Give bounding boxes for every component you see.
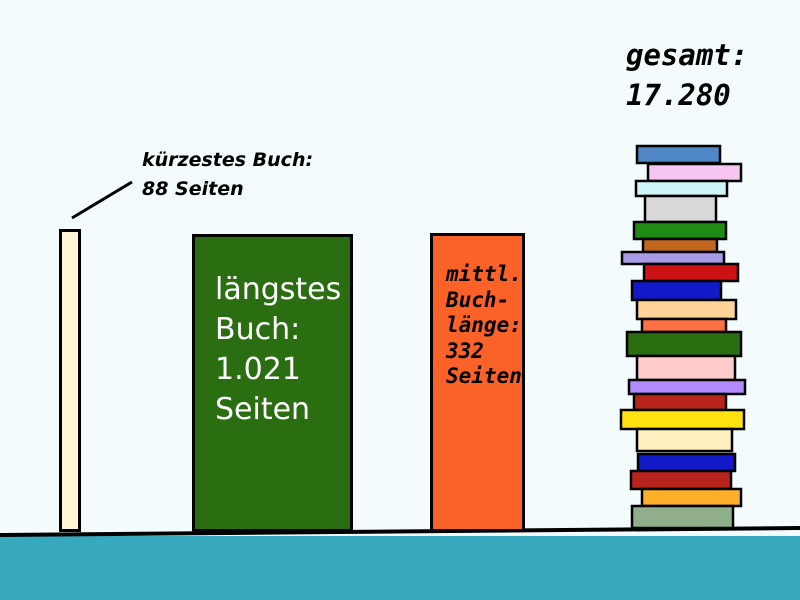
stacked-book (632, 220, 728, 241)
longest-book-label-line2: Buch: (215, 312, 301, 347)
total-pages-label-line2: 17.280 (626, 78, 731, 112)
stacked-book (635, 354, 737, 382)
shortest-book (59, 229, 81, 532)
stacked-book (630, 279, 723, 302)
stacked-book (630, 504, 735, 530)
total-pages-label: gesamt: 17.280 (626, 35, 748, 115)
average-book (430, 233, 525, 532)
longest-book-label: längstes Buch: 1.021 Seiten (215, 270, 341, 430)
stacked-book (640, 487, 743, 508)
stacked-book (619, 408, 746, 431)
shortest-book-label-line1: kürzestes Buch: (142, 149, 314, 171)
longest-book (192, 234, 353, 532)
average-book-label-line2: Buch- (446, 287, 510, 312)
average-book-label-line1: mittl. (446, 262, 522, 286)
stacked-book (635, 144, 722, 165)
stacked-book (641, 237, 719, 254)
stacked-book (635, 427, 734, 453)
stacked-book (620, 250, 726, 266)
stacked-book (643, 194, 718, 224)
stacked-book (640, 317, 728, 334)
stacked-book (646, 162, 743, 183)
longest-book-label-line1: längstes (215, 272, 342, 307)
stacked-book (634, 179, 729, 198)
stacked-book (625, 330, 743, 358)
total-pages-label-line1: gesamt: (626, 38, 749, 72)
shortest-book-pointer-line (71, 180, 133, 220)
stacked-book (629, 469, 733, 491)
stacked-book (632, 392, 728, 412)
stacked-book (635, 298, 738, 321)
stacked-book (627, 378, 747, 396)
longest-book-label-line3: 1.021 (215, 352, 301, 387)
average-book-label-line5: Seiten (446, 364, 522, 388)
average-book-label-line4: 332 (446, 338, 484, 363)
shortest-book-label: kürzestes Buch: 88 Seiten (142, 146, 313, 204)
ground-floor (0, 536, 800, 600)
stacked-book (642, 262, 740, 283)
average-book-label: mittl. Buch- länge: 332 Seiten (446, 262, 522, 390)
stacked-book (636, 452, 737, 473)
longest-book-label-line4: Seiten (215, 392, 311, 427)
average-book-label-line3: länge: (446, 313, 522, 337)
shortest-book-label-line2: 88 Seiten (142, 178, 244, 200)
